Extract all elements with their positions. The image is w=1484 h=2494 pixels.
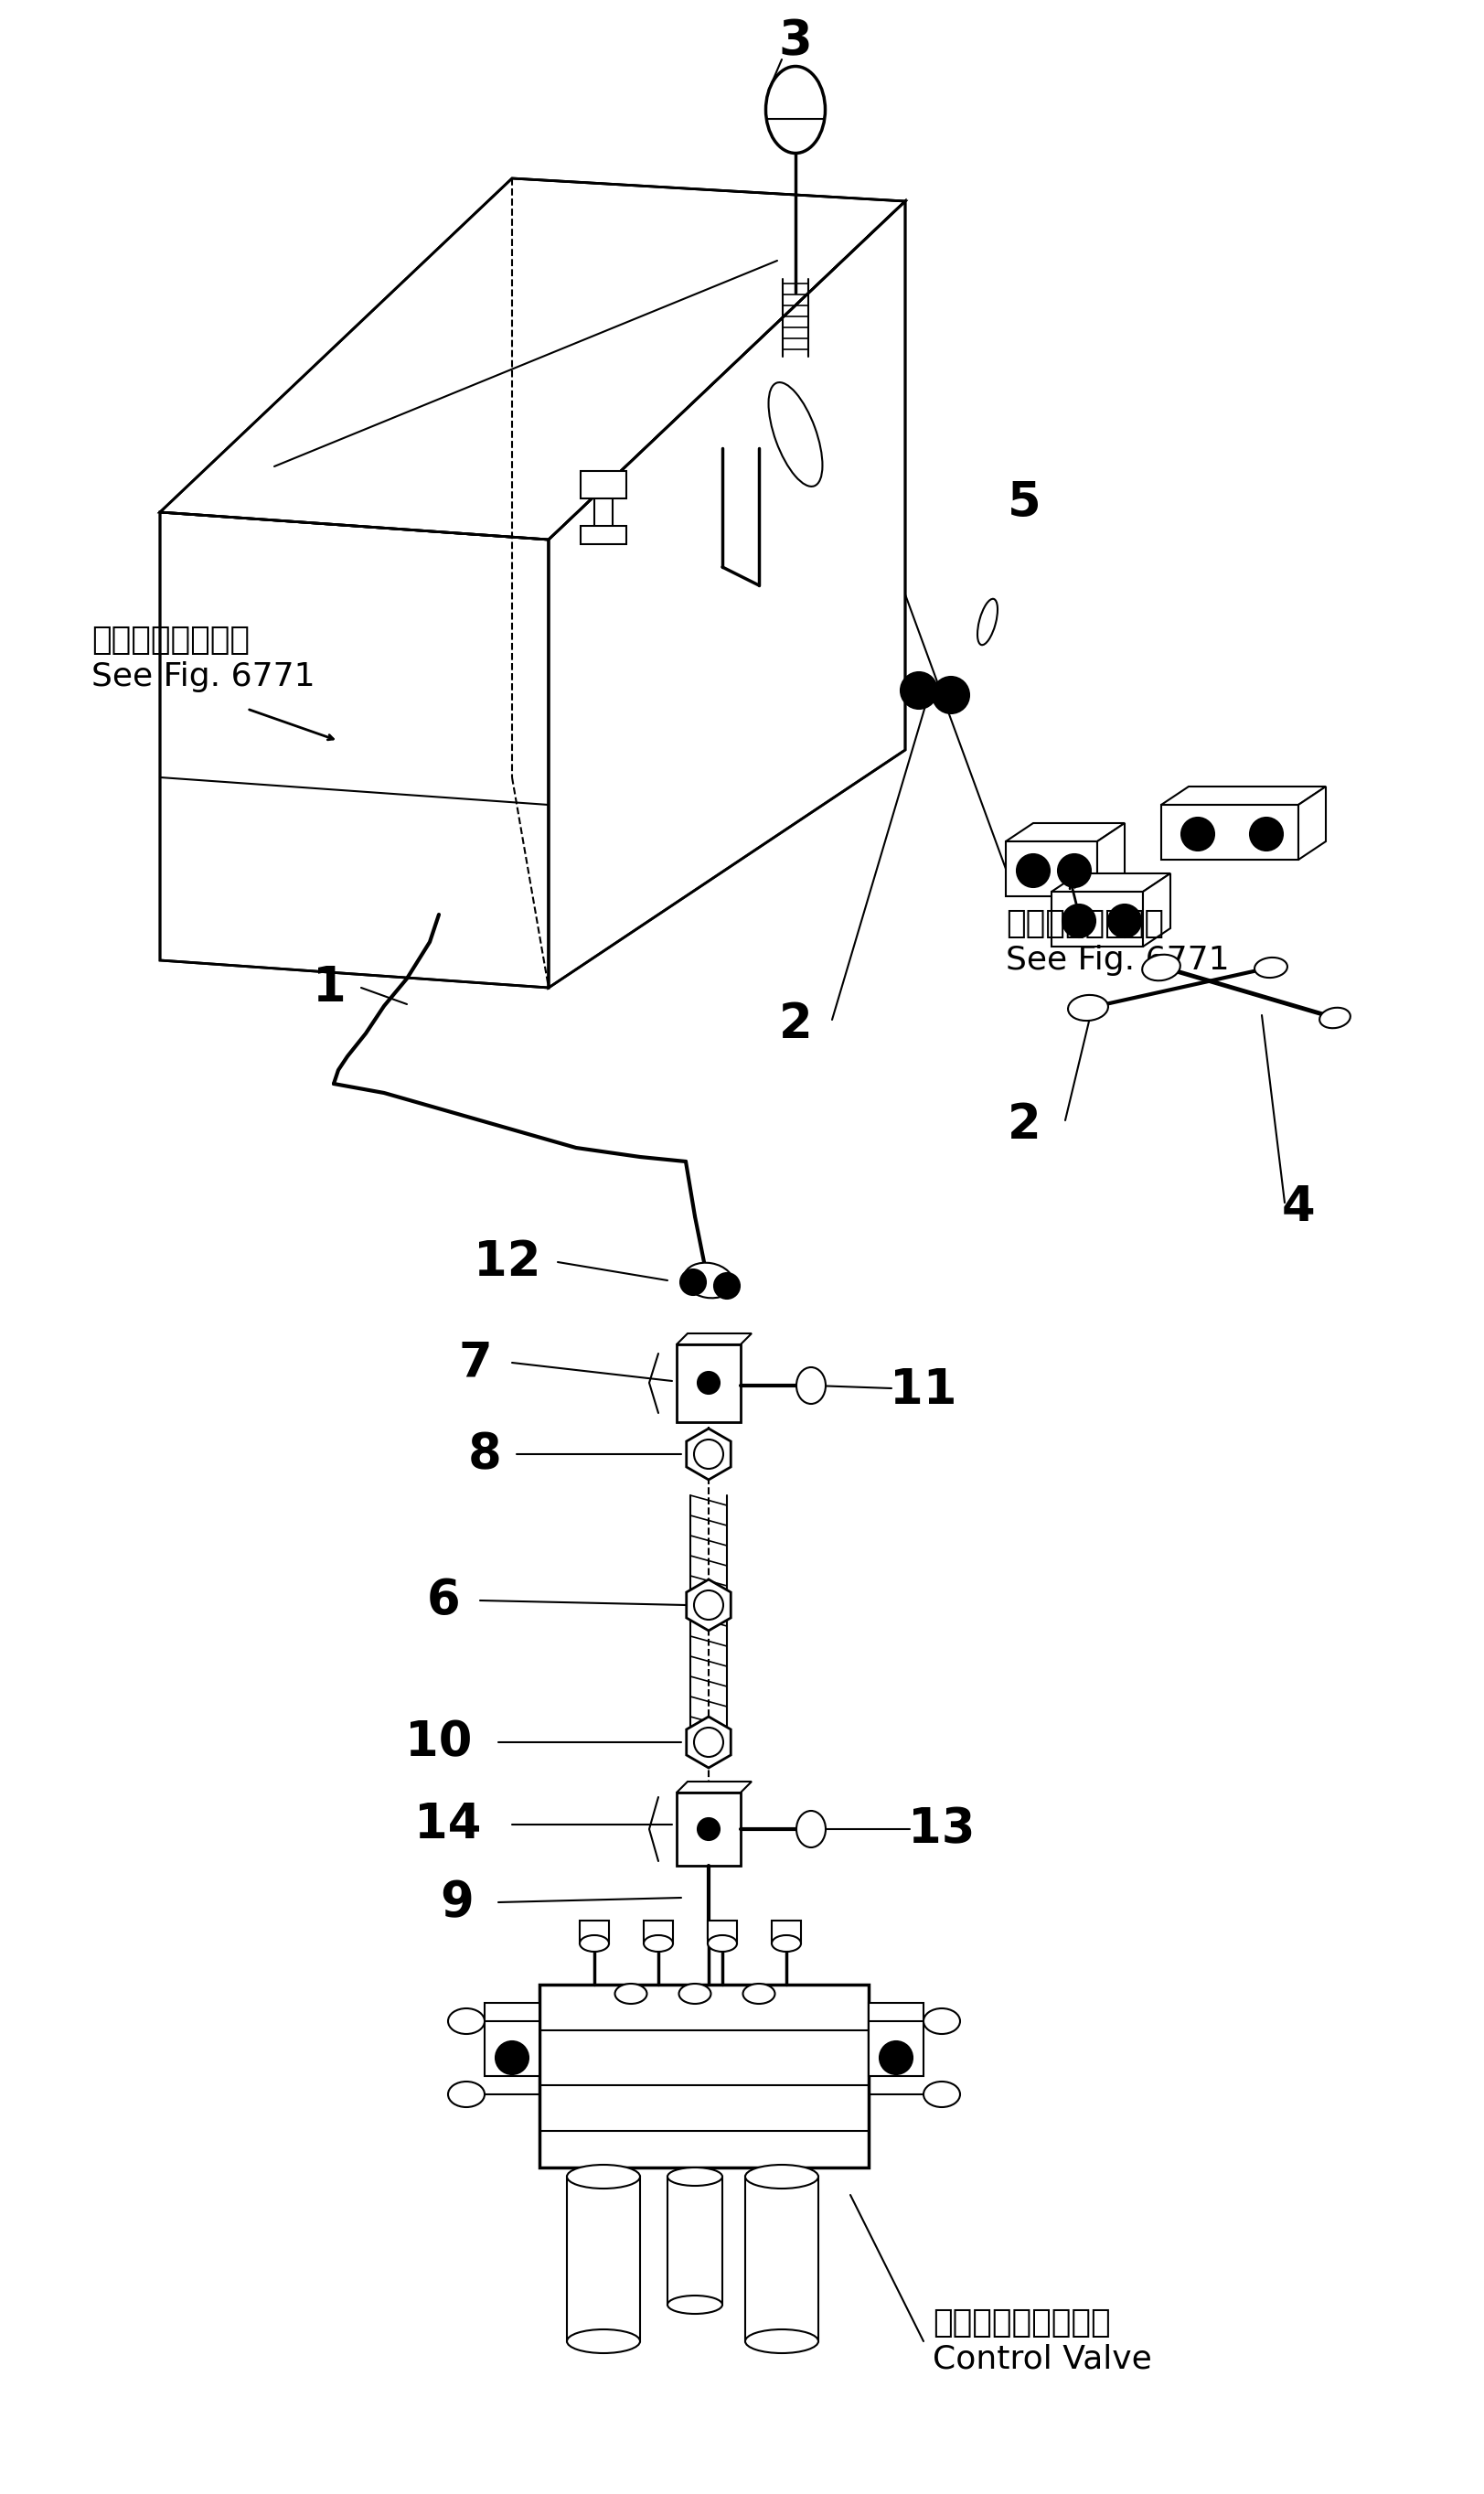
Circle shape	[680, 1269, 705, 1294]
Bar	[868, 2003, 923, 2075]
Bar	[668, 2177, 721, 2304]
Text: コントロールバルブ: コントロールバルブ	[932, 2307, 1110, 2339]
Polygon shape	[1097, 823, 1123, 895]
Circle shape	[1017, 855, 1049, 888]
Circle shape	[932, 676, 969, 713]
Polygon shape	[1297, 786, 1325, 860]
Polygon shape	[677, 1334, 751, 1344]
Text: 13: 13	[908, 1806, 975, 1853]
Bar	[567, 2177, 640, 2342]
Text: 9: 9	[441, 1878, 473, 1925]
Text: 3: 3	[778, 17, 812, 65]
Ellipse shape	[795, 1811, 825, 1848]
Ellipse shape	[923, 2082, 960, 2107]
Text: 4: 4	[1281, 1185, 1315, 1232]
Ellipse shape	[579, 1935, 608, 1953]
Text: 第６７７１図参照: 第６７７１図参照	[92, 624, 249, 656]
Polygon shape	[1160, 806, 1297, 860]
Ellipse shape	[766, 67, 825, 152]
Bar	[677, 1793, 741, 1866]
Text: 5: 5	[1006, 479, 1040, 526]
Polygon shape	[686, 1716, 730, 1768]
Circle shape	[697, 1372, 720, 1394]
Circle shape	[1063, 905, 1095, 938]
Ellipse shape	[923, 2008, 960, 2035]
Ellipse shape	[567, 2165, 640, 2190]
Circle shape	[1107, 905, 1140, 938]
Ellipse shape	[567, 2329, 640, 2354]
Circle shape	[901, 673, 936, 708]
Text: 1: 1	[312, 965, 346, 1013]
Ellipse shape	[1067, 995, 1107, 1020]
Polygon shape	[1005, 823, 1123, 840]
Bar	[745, 2177, 818, 2342]
Text: 8: 8	[467, 1432, 502, 1479]
Circle shape	[879, 2040, 913, 2075]
Polygon shape	[1051, 893, 1143, 948]
Text: 10: 10	[405, 1718, 472, 1766]
Ellipse shape	[1319, 1008, 1349, 1028]
Ellipse shape	[772, 1935, 800, 1953]
Ellipse shape	[976, 599, 997, 646]
Text: See Fig. 6771: See Fig. 6771	[92, 661, 315, 693]
Polygon shape	[1143, 873, 1169, 948]
Polygon shape	[160, 511, 548, 988]
Circle shape	[714, 1272, 739, 1299]
Bar	[579, 1920, 608, 1943]
Ellipse shape	[745, 2165, 818, 2190]
Circle shape	[1181, 818, 1214, 850]
Text: 第６７７１図参照: 第６７７１図参照	[1005, 908, 1163, 940]
Ellipse shape	[448, 2082, 484, 2107]
Ellipse shape	[708, 1935, 736, 1953]
Polygon shape	[686, 1429, 730, 1479]
Bar	[580, 471, 626, 499]
Polygon shape	[1160, 786, 1325, 806]
Circle shape	[1250, 818, 1282, 850]
Text: 2: 2	[1006, 1102, 1040, 1150]
Ellipse shape	[668, 2294, 721, 2314]
Circle shape	[496, 2040, 528, 2075]
Bar	[708, 1920, 736, 1943]
Ellipse shape	[683, 1262, 733, 1297]
Ellipse shape	[668, 2167, 721, 2185]
Text: 12: 12	[473, 1240, 540, 1287]
Ellipse shape	[742, 1983, 775, 2003]
Text: 11: 11	[889, 1367, 957, 1414]
Text: 2: 2	[778, 1000, 812, 1047]
Bar	[677, 1344, 741, 1422]
Text: 14: 14	[414, 1801, 481, 1848]
Ellipse shape	[643, 1935, 672, 1953]
Ellipse shape	[795, 1367, 825, 1404]
Text: Control Valve: Control Valve	[932, 2344, 1152, 2374]
Polygon shape	[1005, 840, 1097, 895]
Text: 6: 6	[426, 1576, 460, 1624]
Text: 7: 7	[459, 1339, 493, 1387]
Polygon shape	[160, 180, 905, 539]
Ellipse shape	[678, 1983, 711, 2003]
Polygon shape	[677, 1781, 751, 1793]
Ellipse shape	[769, 382, 822, 486]
Bar	[580, 526, 626, 544]
Ellipse shape	[614, 1983, 647, 2003]
Text: See Fig. 6771: See Fig. 6771	[1005, 945, 1229, 975]
Bar	[539, 1985, 868, 2167]
Ellipse shape	[745, 2329, 818, 2354]
Ellipse shape	[1254, 958, 1287, 978]
Polygon shape	[686, 1579, 730, 1631]
Ellipse shape	[448, 2008, 484, 2035]
Bar	[643, 1920, 672, 1943]
Polygon shape	[548, 202, 905, 988]
Bar	[772, 1920, 800, 1943]
Polygon shape	[1051, 873, 1169, 893]
Circle shape	[1057, 855, 1091, 888]
Circle shape	[697, 1818, 720, 1841]
Bar	[484, 2003, 539, 2075]
Ellipse shape	[1141, 955, 1180, 980]
